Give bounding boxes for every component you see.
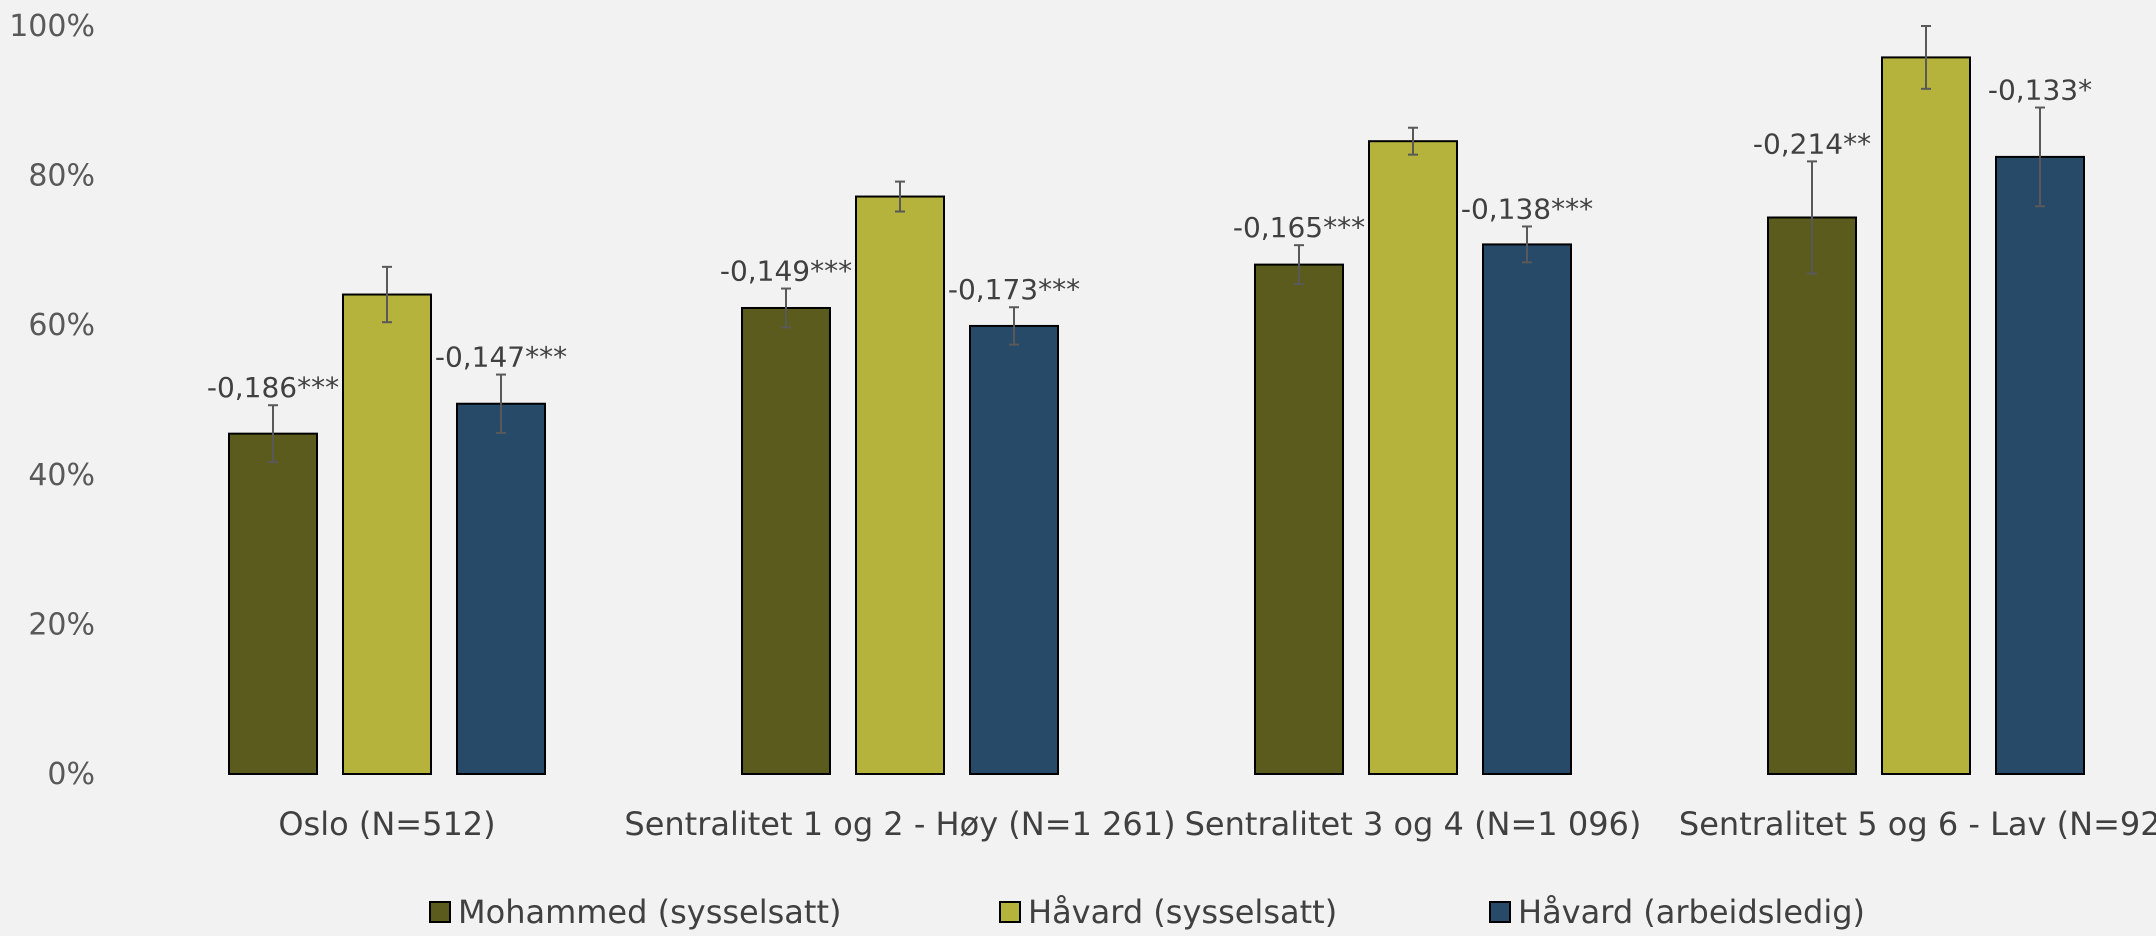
bar bbox=[342, 293, 432, 775]
error-bar bbox=[268, 404, 278, 464]
bar bbox=[1254, 263, 1344, 775]
error-bar bbox=[1807, 160, 1817, 275]
error-bar bbox=[382, 265, 392, 324]
y-tick-label: 80% bbox=[28, 159, 95, 194]
data-label: -0,186*** bbox=[207, 371, 339, 404]
error-bar bbox=[1009, 306, 1019, 346]
legend-item: Mohammed (sysselsatt) bbox=[429, 893, 841, 931]
y-tick-label: 0% bbox=[47, 757, 95, 792]
bar bbox=[1995, 155, 2085, 775]
bar bbox=[1368, 140, 1458, 775]
y-tick-label: 60% bbox=[28, 308, 95, 343]
data-label: -0,214** bbox=[1753, 127, 1871, 160]
legend-label: Håvard (arbeidsledig) bbox=[1518, 893, 1865, 931]
x-category-label: Sentralitet 5 og 6 - Lav (N=92) bbox=[1679, 805, 2156, 843]
error-bars bbox=[268, 25, 2045, 464]
legend: Mohammed (sysselsatt) Håvard (sysselsatt)… bbox=[429, 893, 1865, 931]
bar bbox=[1881, 56, 1971, 775]
y-axis: 0% 20% 40% 60% 80% 100% bbox=[9, 9, 95, 792]
bar bbox=[1767, 216, 1857, 776]
error-bar bbox=[1921, 25, 1931, 90]
data-label: -0,165*** bbox=[1233, 211, 1365, 244]
error-bar bbox=[496, 373, 506, 434]
legend-item: Håvard (arbeidsledig) bbox=[1489, 893, 1865, 931]
error-bar bbox=[1294, 244, 1304, 286]
y-tick-label: 20% bbox=[28, 607, 95, 642]
y-tick-label: 100% bbox=[9, 9, 95, 44]
data-label: -0,173*** bbox=[948, 273, 1080, 306]
legend-swatch bbox=[429, 901, 451, 923]
legend-label: Håvard (sysselsatt) bbox=[1028, 893, 1337, 931]
bar bbox=[228, 432, 318, 775]
bars bbox=[228, 56, 2085, 776]
x-category-label: Oslo (N=512) bbox=[278, 805, 495, 843]
data-label: -0,133* bbox=[1988, 74, 2092, 107]
y-tick-label: 40% bbox=[28, 458, 95, 493]
x-category-label: Sentralitet 3 og 4 (N=1 096) bbox=[1185, 805, 1642, 843]
bar bbox=[969, 324, 1059, 775]
legend-swatch bbox=[1489, 901, 1511, 923]
error-bar bbox=[1408, 126, 1418, 156]
legend-item: Håvard (sysselsatt) bbox=[999, 893, 1337, 931]
error-bar bbox=[895, 180, 905, 213]
x-axis: Oslo (N=512) Sentralitet 1 og 2 - Høy (N=… bbox=[278, 805, 2156, 843]
bar bbox=[741, 306, 831, 775]
error-bar bbox=[1522, 225, 1532, 264]
data-label: -0,149*** bbox=[720, 255, 852, 288]
legend-label: Mohammed (sysselsatt) bbox=[458, 893, 841, 931]
error-bar bbox=[2035, 106, 2045, 208]
x-category-label: Sentralitet 1 og 2 - Høy (N=1 261) bbox=[624, 805, 1175, 843]
bar bbox=[855, 195, 945, 775]
data-label: -0,147*** bbox=[435, 341, 567, 374]
bar bbox=[1482, 243, 1572, 775]
legend-swatch bbox=[999, 901, 1021, 923]
bar bbox=[456, 402, 546, 775]
data-labels: -0,186*** -0,147*** -0,149*** -0,173*** -0,1… bbox=[207, 74, 2092, 405]
data-label: -0,138*** bbox=[1461, 192, 1593, 225]
error-bar bbox=[781, 287, 791, 329]
